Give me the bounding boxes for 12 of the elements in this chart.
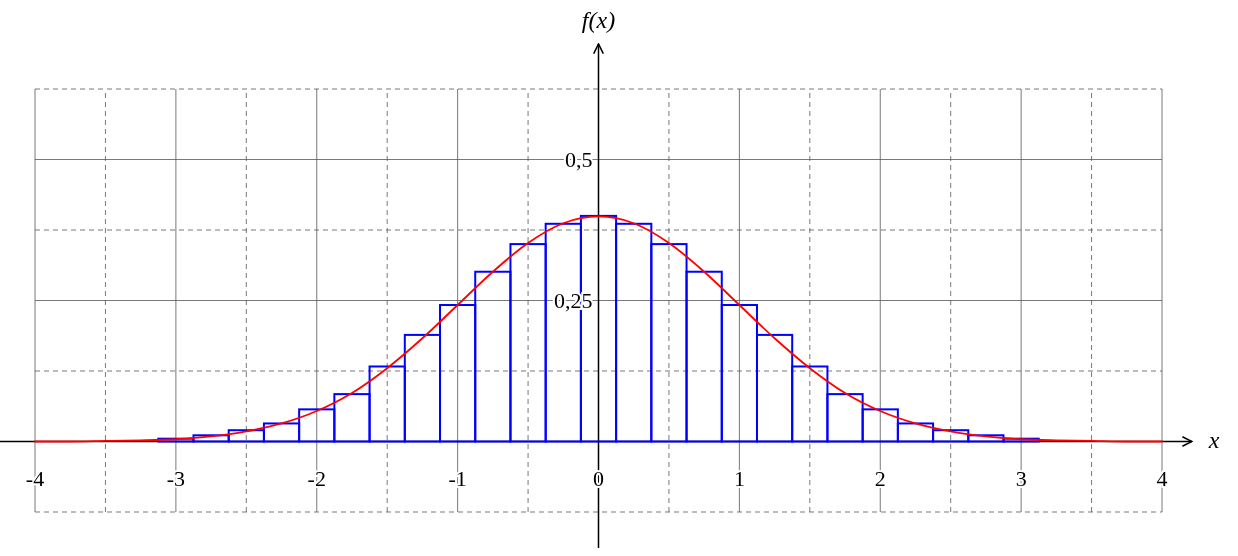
- line-series: [34, 215, 1163, 443]
- x-tick-label: 2: [874, 465, 886, 491]
- x-tick-label: -2: [307, 465, 326, 491]
- x-tick-label: -4: [25, 465, 45, 491]
- y-tick-label: 0,5: [565, 146, 593, 172]
- x-axis-title: x: [1207, 426, 1220, 453]
- x-tick-label: 3: [1015, 465, 1027, 491]
- x-tick-label: -1: [448, 465, 467, 491]
- x-tick-label: 4: [1156, 465, 1168, 491]
- x-tick-label: -3: [166, 465, 186, 491]
- x-tick-label: 1: [733, 465, 745, 491]
- y-axis-title: f(x): [581, 7, 616, 33]
